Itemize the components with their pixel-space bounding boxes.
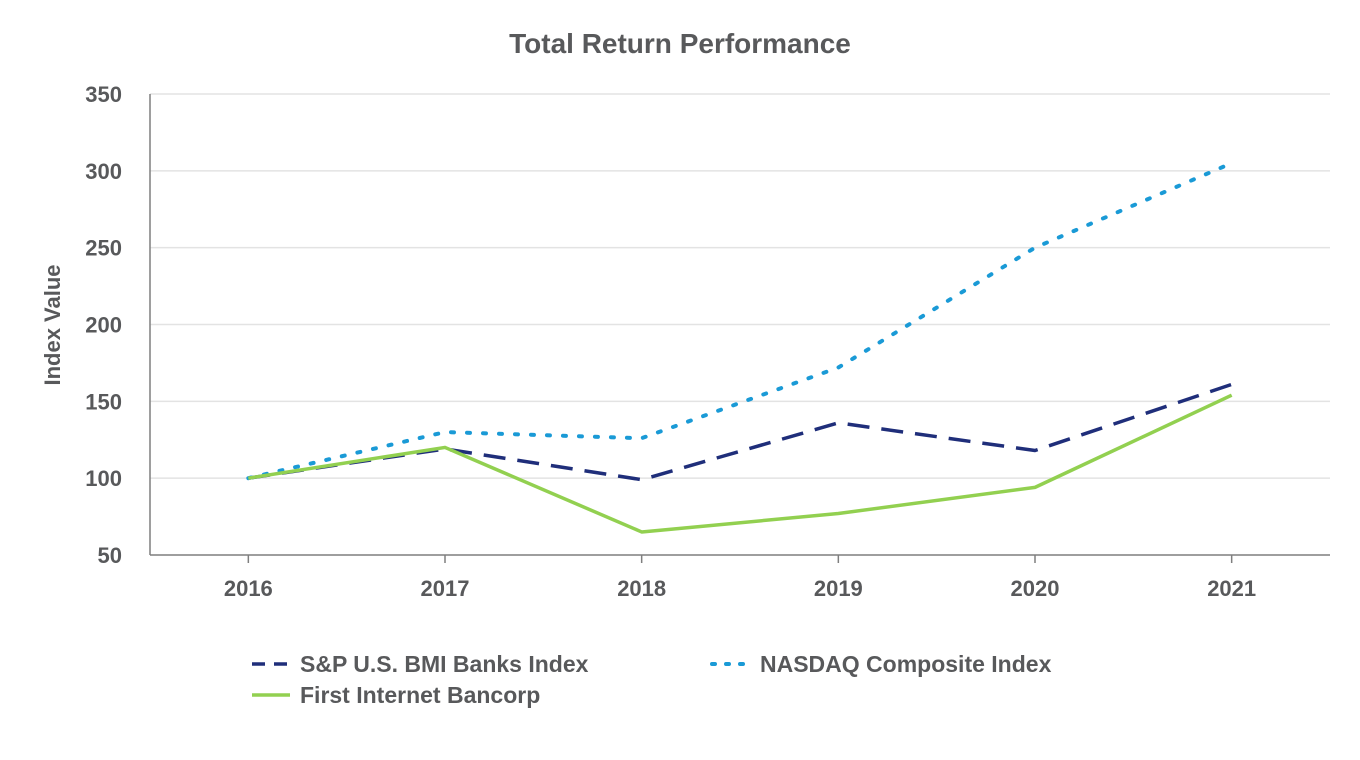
x-tick-label: 2019 <box>814 576 863 601</box>
legend-label: First Internet Bancorp <box>300 682 540 708</box>
series-line-2 <box>248 393 1233 534</box>
y-tick-label: 350 <box>85 82 122 107</box>
y-axis-tick-labels: 50 100 150 200 250 300 350 <box>85 82 122 568</box>
series-line-1 <box>246 161 1234 481</box>
x-tick-label: 2020 <box>1011 576 1060 601</box>
y-tick-label: 150 <box>85 389 122 414</box>
series-line-0 <box>248 382 1233 482</box>
legend-label: NASDAQ Composite Index <box>760 651 1052 677</box>
y-tick-label: 100 <box>85 466 122 491</box>
chart-title: Total Return Performance <box>509 28 851 59</box>
x-axis-tick-labels: 2016 2017 2018 2019 2020 2021 <box>224 576 1256 601</box>
y-tick-label: 250 <box>85 236 122 261</box>
x-tick-label: 2017 <box>421 576 470 601</box>
gridlines <box>150 93 1330 479</box>
y-tick-label: 50 <box>98 543 122 568</box>
y-tick-label: 200 <box>85 313 122 338</box>
x-tick-label: 2021 <box>1207 576 1256 601</box>
x-tick-label: 2018 <box>617 576 666 601</box>
y-tick-label: 300 <box>85 159 122 184</box>
axes <box>149 94 1330 563</box>
legend: S&P U.S. BMI Banks Index NASDAQ Composite… <box>252 651 1052 708</box>
y-axis-title: Index Value <box>40 264 65 385</box>
series-lines <box>246 161 1234 534</box>
x-tick-label: 2016 <box>224 576 273 601</box>
legend-label: S&P U.S. BMI Banks Index <box>300 651 589 677</box>
